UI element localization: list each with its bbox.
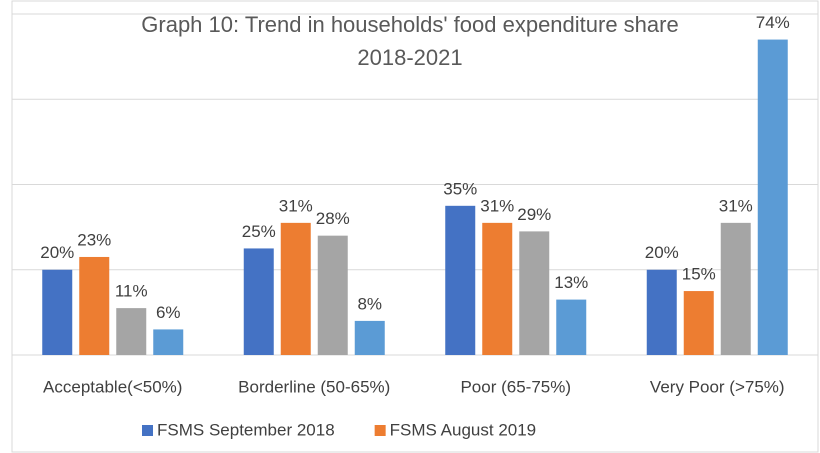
bar [646,269,677,355]
bar [519,231,550,355]
legend-swatch [142,425,153,436]
data-label: 25% [242,222,276,241]
data-label: 15% [682,265,716,284]
bar [683,291,714,355]
bar [317,235,348,355]
data-label: 23% [77,230,111,249]
bar [153,329,184,355]
legend-swatch [374,425,386,436]
bar [482,222,513,355]
bar [42,269,73,355]
bar [445,205,476,355]
bar [116,308,147,355]
bar [280,222,311,355]
bar [354,320,385,355]
bar [720,222,751,355]
bar [556,299,587,355]
bar [79,256,110,355]
data-label: 28% [316,209,350,228]
data-label: 20% [40,243,74,262]
bar [757,39,788,355]
chart-frame [11,0,819,453]
x-tick-label: Very Poor (>75%) [650,377,785,396]
x-tick-label: Acceptable(<50%) [43,377,182,396]
bar [243,248,274,355]
legend-label: FSMS September 2018 [157,420,335,439]
data-label: 8% [357,294,382,313]
data-label: 35% [443,179,477,198]
legend-label: FSMS August 2019 [390,420,536,439]
data-label: 31% [719,196,753,215]
data-label: 13% [554,273,588,292]
x-tick-label: Borderline (50-65%) [238,377,390,396]
x-tick-label: Poor (65-75%) [460,377,571,396]
data-label: 20% [645,243,679,262]
data-label: 31% [279,196,313,215]
data-label: 74% [756,13,790,32]
data-label: 29% [517,205,551,224]
data-label: 6% [156,303,181,322]
chart-title: Graph 10: Trend in households' food expe… [141,12,679,70]
data-label: 11% [115,282,148,301]
data-label: 31% [480,196,514,215]
